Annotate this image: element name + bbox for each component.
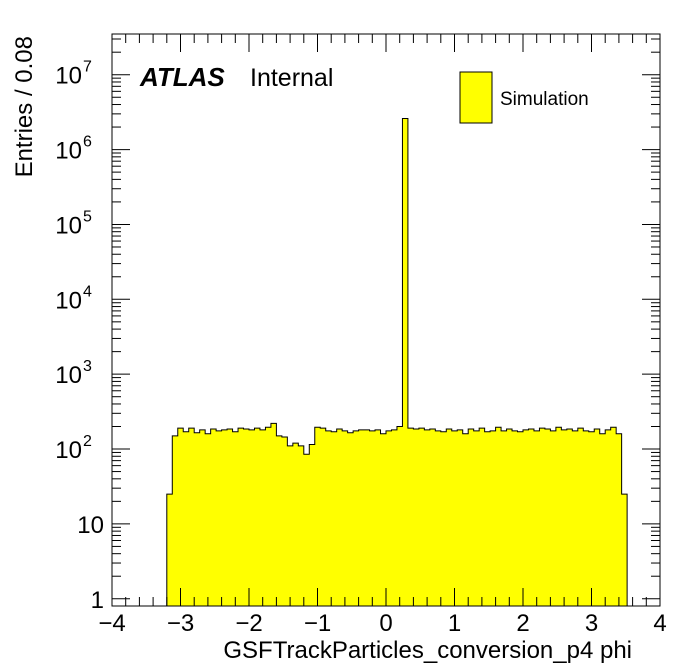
y-tick-exponent: 6: [83, 134, 92, 151]
y-tick-label: 10: [55, 362, 82, 389]
y-tick-exponent: 3: [83, 358, 92, 375]
x-tick-label: 4: [653, 610, 666, 637]
y-tick-label: 10: [77, 512, 104, 539]
legend-swatch: [459, 71, 493, 124]
x-tick-label: −3: [167, 610, 194, 637]
legend-label-simulation: Simulation: [500, 89, 589, 110]
y-tick-label: 10: [55, 287, 82, 314]
internal-label: Internal: [250, 64, 333, 92]
axis-ticks: [111, 34, 661, 606]
y-tick-label: 10: [55, 212, 82, 239]
y-tick-label: 10: [55, 437, 82, 464]
x-tick-label: −4: [98, 610, 125, 637]
x-tick-label: 1: [448, 610, 461, 637]
histogram-bars: [166, 118, 628, 607]
y-tick-exponent: 2: [83, 433, 92, 450]
x-tick-label: 3: [585, 610, 598, 637]
y-tick-exponent: 5: [83, 208, 92, 225]
histogram-fill: [166, 118, 628, 607]
x-tick-label: 2: [516, 610, 529, 637]
x-tick-label: −1: [304, 610, 331, 637]
y-tick-exponent: 4: [83, 283, 92, 300]
x-tick-label: −2: [235, 610, 262, 637]
atlas-label: ATLAS: [139, 62, 225, 92]
histogram-outline: [166, 118, 628, 606]
y-tick-exponent: 7: [83, 59, 92, 76]
y-axis-title: Entries / 0.08: [11, 36, 38, 177]
y-tick-label: 10: [55, 138, 82, 165]
x-tick-labels: −4 −3 −2 −1 0 1 2 3 4: [98, 610, 666, 637]
x-axis-title: GSFTrackParticles_conversion_p4 phi: [223, 637, 632, 664]
y-tick-label: 1: [91, 587, 104, 614]
y-tick-label: 10: [55, 63, 82, 90]
x-tick-label: 0: [379, 610, 392, 637]
